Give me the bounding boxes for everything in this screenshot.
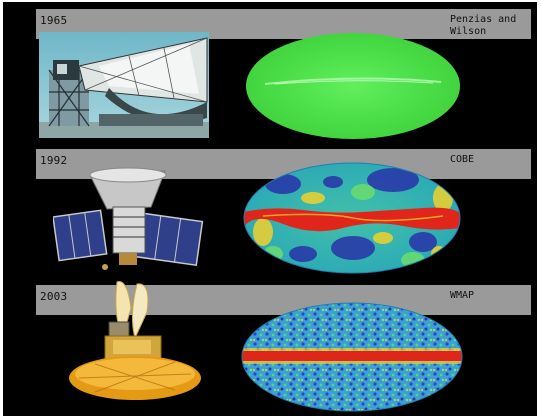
row-year-label: 2003 bbox=[40, 290, 68, 303]
row-year-label: 1965 bbox=[40, 14, 68, 27]
cmb-comparison-figure: 1965 Penzias and Wilson bbox=[3, 2, 537, 416]
horn-antenna-photo bbox=[39, 32, 209, 138]
cobe-sky-map bbox=[243, 162, 461, 274]
row-mission-label: WMAP bbox=[450, 290, 475, 301]
wmap-sky-map bbox=[241, 302, 463, 412]
row-mission-label: Penzias and Wilson bbox=[450, 14, 517, 37]
row-year-label: 1992 bbox=[40, 154, 68, 167]
wmap-satellite bbox=[65, 278, 205, 408]
row-mission-label: COBE bbox=[450, 154, 475, 165]
cobe-satellite bbox=[53, 167, 213, 277]
penzias-wilson-sky-map bbox=[245, 32, 461, 140]
